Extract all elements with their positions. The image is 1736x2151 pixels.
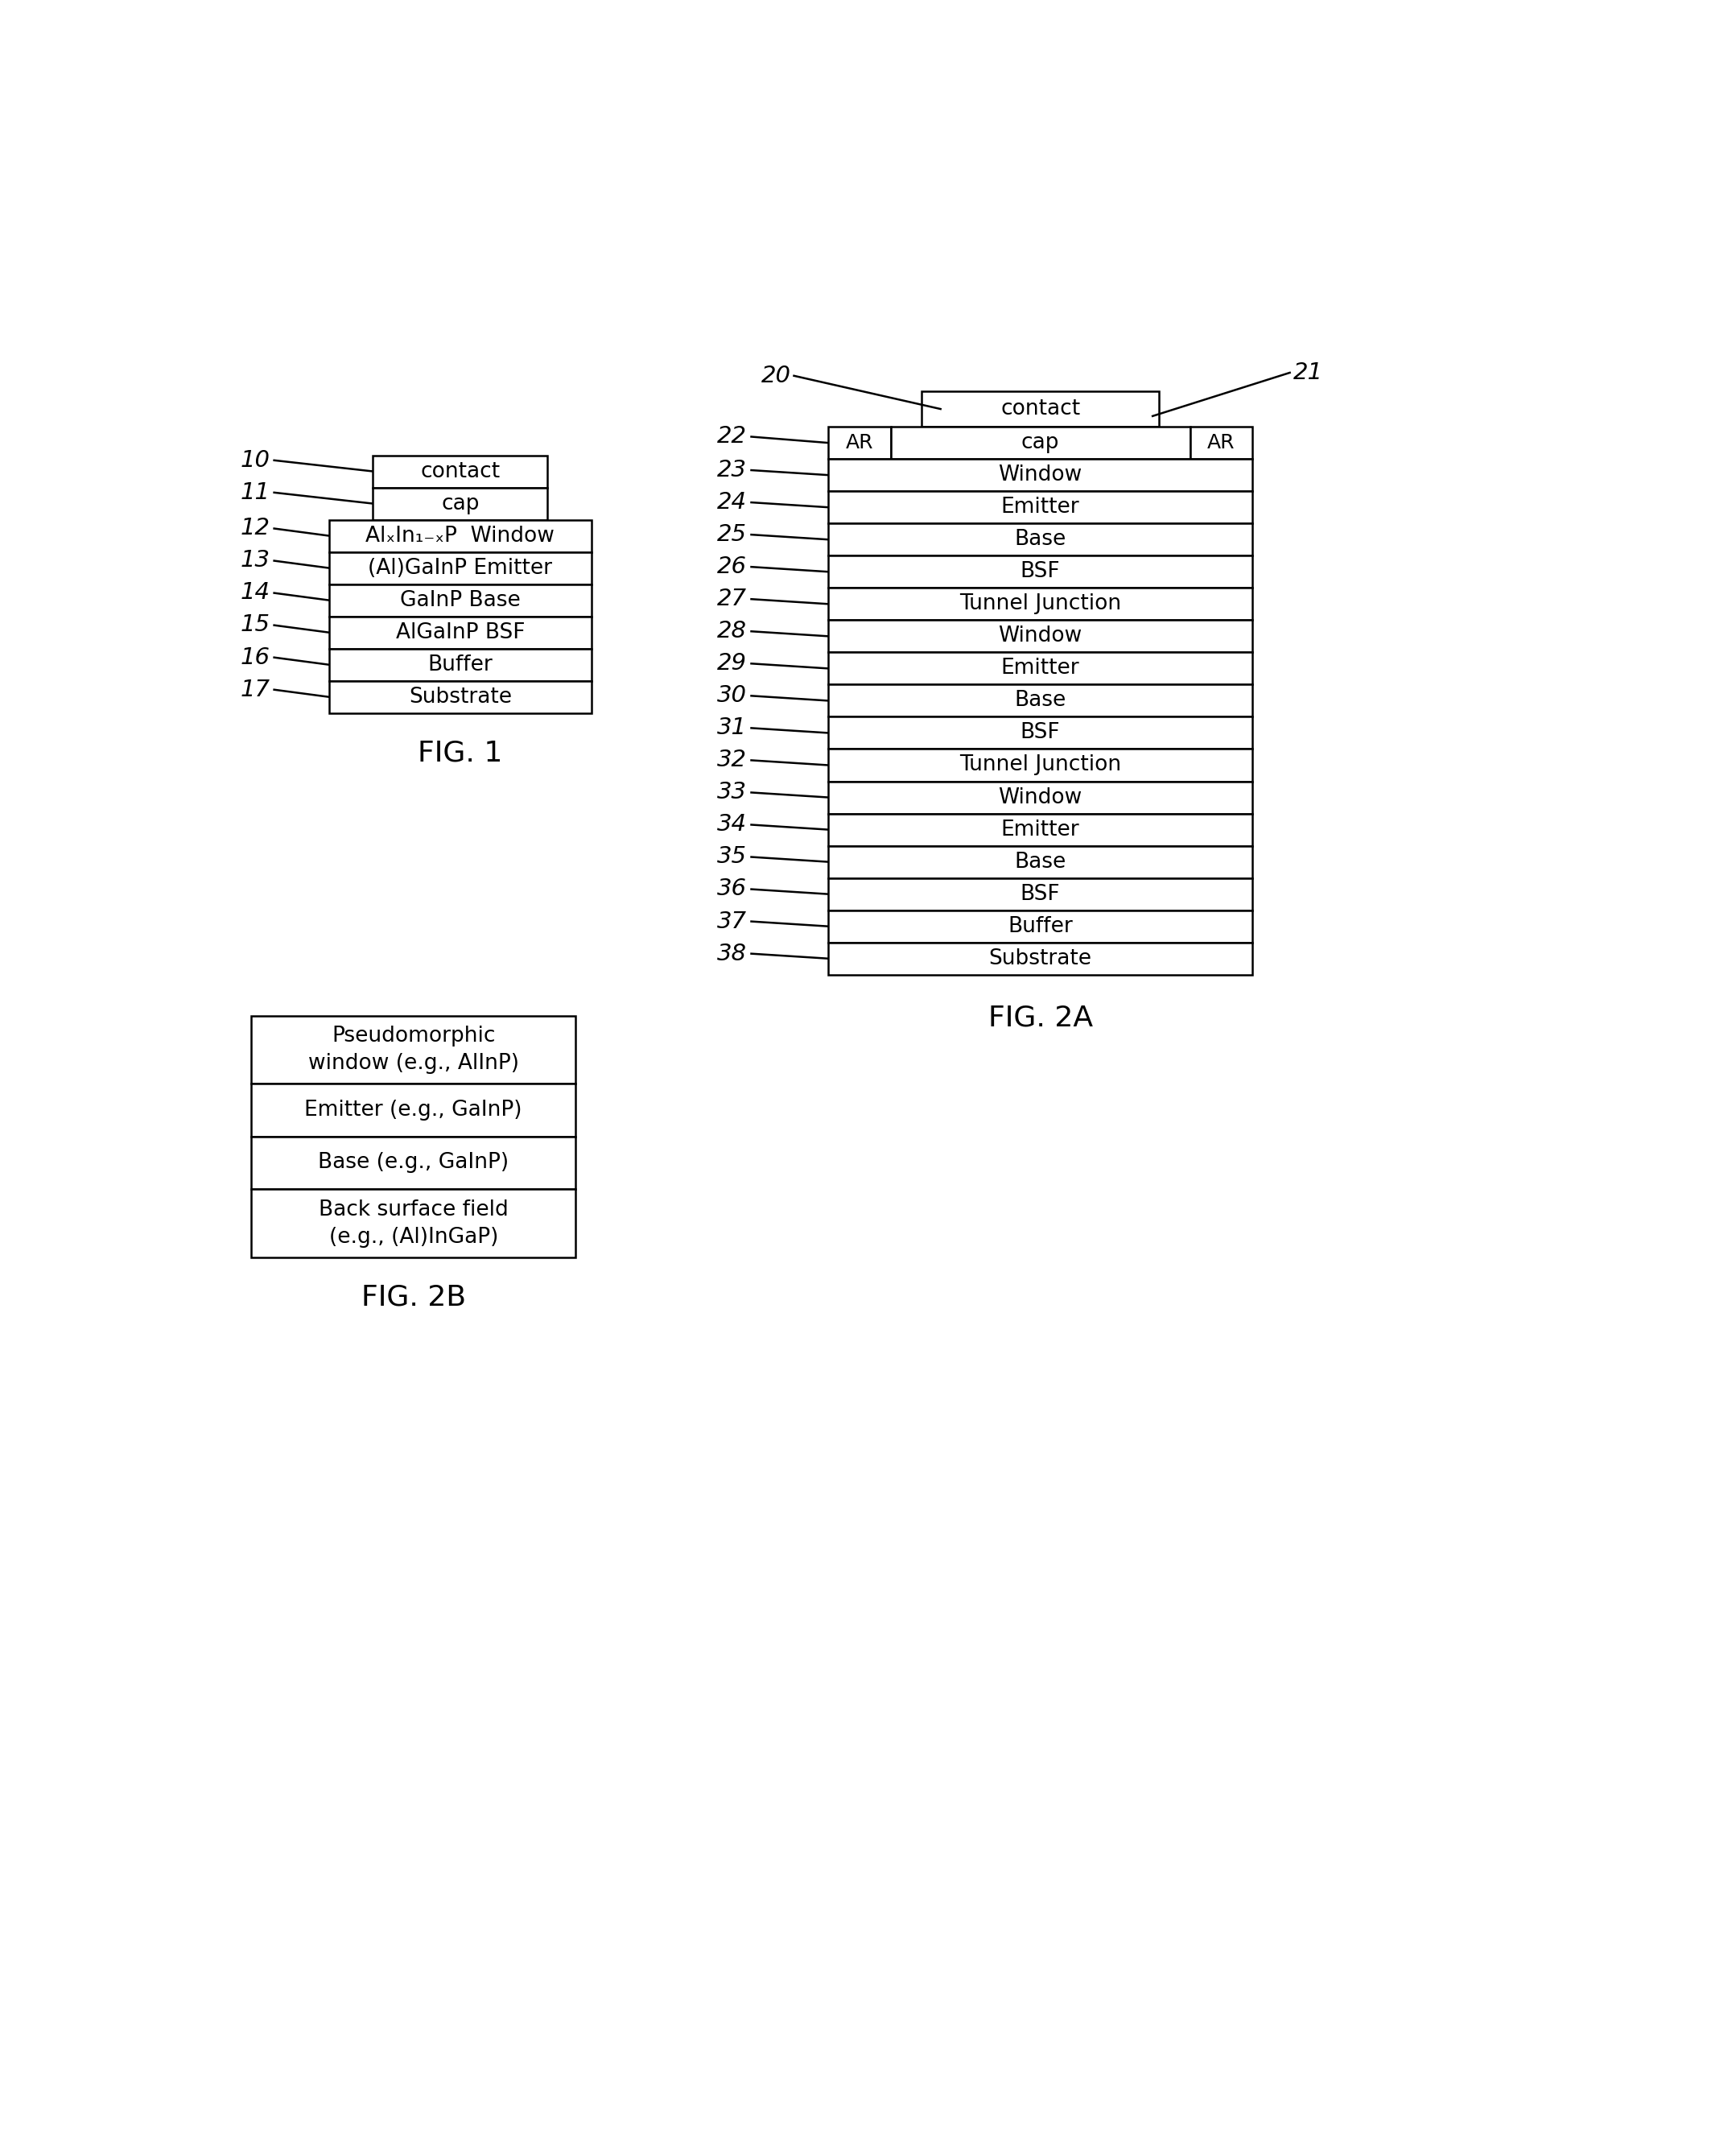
Text: 36: 36 [717,878,746,901]
Text: Base: Base [1014,690,1066,712]
Text: Emitter: Emitter [1002,497,1080,518]
Bar [891,426,1191,458]
Text: 25: 25 [717,523,746,546]
Text: (Al)GaInP Emitter: (Al)GaInP Emitter [368,557,552,579]
Text: 31: 31 [717,716,746,740]
Bar [252,1190,576,1258]
Bar [330,585,592,617]
Text: 21: 21 [1293,361,1323,383]
Text: BSF: BSF [1021,884,1061,906]
Text: Substrate: Substrate [990,949,1092,970]
Text: Base: Base [1014,529,1066,551]
Bar [252,1136,576,1190]
Text: FIG. 2B: FIG. 2B [361,1284,465,1312]
Text: AR: AR [845,432,873,452]
Text: 10: 10 [240,450,271,471]
Text: FIG. 2A: FIG. 2A [988,1005,1092,1032]
Bar [828,490,1252,523]
Bar [828,587,1252,619]
Text: Tunnel Junction: Tunnel Junction [960,755,1121,777]
Text: 32: 32 [717,749,746,772]
Text: 29: 29 [717,652,746,675]
Text: GaInP Base: GaInP Base [399,589,521,611]
Text: 27: 27 [717,587,746,611]
Bar [828,619,1252,652]
Text: contact: contact [420,460,500,482]
Text: AR: AR [1207,432,1234,452]
Text: Emitter: Emitter [1002,658,1080,680]
Bar [330,617,592,650]
Text: Tunnel Junction: Tunnel Junction [960,594,1121,615]
Bar [828,942,1252,974]
Text: FIG. 1: FIG. 1 [418,740,503,768]
Text: Pseudomorphic
window (e.g., AlInP): Pseudomorphic window (e.g., AlInP) [307,1026,519,1073]
Text: Buffer: Buffer [427,654,493,675]
Text: cap: cap [441,493,479,514]
Bar [828,813,1252,845]
Bar [828,878,1252,910]
Bar [828,716,1252,749]
Text: cap: cap [1021,432,1059,454]
Text: 15: 15 [240,613,271,637]
Text: 12: 12 [240,516,271,540]
Bar [330,650,592,682]
Text: 20: 20 [760,364,792,387]
Text: BSF: BSF [1021,561,1061,583]
Bar [373,456,547,488]
Text: AlGaInP BSF: AlGaInP BSF [396,622,524,643]
Text: 23: 23 [717,458,746,482]
Text: 22: 22 [717,426,746,447]
Bar [828,781,1252,813]
Bar [1191,426,1252,458]
Text: 28: 28 [717,619,746,643]
Bar [828,910,1252,942]
Text: 33: 33 [717,781,746,804]
Bar [373,488,547,521]
Text: 13: 13 [240,549,271,572]
Bar [330,521,592,553]
Text: Window: Window [998,787,1082,809]
Bar [922,391,1160,426]
Text: 16: 16 [240,645,271,669]
Bar [828,555,1252,587]
Text: contact: contact [1000,398,1080,419]
Text: 30: 30 [717,684,746,708]
Text: Base (e.g., GaInP): Base (e.g., GaInP) [318,1153,509,1172]
Bar [828,458,1252,490]
Text: AlₓIn₁₋ₓP  Window: AlₓIn₁₋ₓP Window [366,525,556,546]
Text: Base: Base [1014,852,1066,873]
Text: 34: 34 [717,813,746,837]
Text: 24: 24 [717,490,746,514]
Text: Emitter: Emitter [1002,820,1080,841]
Text: Window: Window [998,465,1082,486]
Bar [828,749,1252,781]
Text: 38: 38 [717,942,746,966]
Text: Buffer: Buffer [1009,916,1073,938]
Bar [828,652,1252,684]
Bar [330,682,592,714]
Bar [828,426,891,458]
Text: 26: 26 [717,555,746,579]
Bar [252,1084,576,1136]
Text: 37: 37 [717,910,746,934]
Text: BSF: BSF [1021,723,1061,744]
Text: Back surface field
(e.g., (Al)InGaP): Back surface field (e.g., (Al)InGaP) [319,1198,509,1248]
Bar [330,553,592,585]
Text: Emitter (e.g., GaInP): Emitter (e.g., GaInP) [304,1099,523,1121]
Text: 35: 35 [717,845,746,869]
Text: 17: 17 [240,678,271,701]
Text: Substrate: Substrate [408,686,512,708]
Text: 14: 14 [240,581,271,604]
Bar [828,845,1252,878]
Text: Window: Window [998,626,1082,647]
Bar [828,684,1252,716]
Bar [828,523,1252,555]
Text: 11: 11 [240,482,271,503]
Bar [252,1015,576,1084]
